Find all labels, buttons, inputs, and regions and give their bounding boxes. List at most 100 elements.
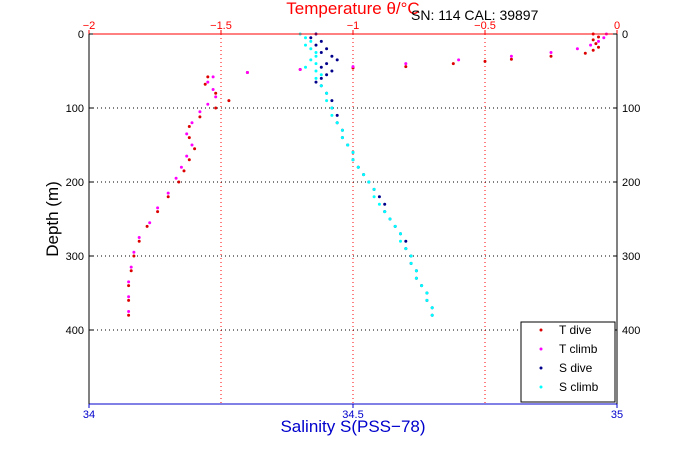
data-point	[591, 48, 595, 52]
data-point	[330, 69, 334, 73]
data-point	[383, 202, 387, 206]
data-point	[325, 62, 329, 66]
data-point	[319, 84, 323, 88]
data-point	[319, 65, 323, 69]
data-point	[509, 54, 513, 58]
depth-axis-ticks: 0 0 100 100 200 200 300 300 400 400	[66, 29, 641, 337]
data-point	[330, 106, 334, 110]
depth-tick-label-right: 0	[622, 29, 628, 41]
depth-tick-label-right: 300	[622, 251, 640, 263]
data-point	[319, 39, 323, 43]
data-point	[457, 58, 461, 62]
data-point	[404, 247, 408, 251]
data-point	[351, 158, 355, 162]
data-point	[597, 39, 600, 43]
depth-tick-label-right: 200	[622, 177, 640, 189]
data-point	[245, 71, 249, 74]
data-point	[127, 280, 131, 284]
data-point	[309, 47, 313, 51]
data-point	[198, 110, 202, 114]
data-point	[304, 43, 307, 47]
data-point	[351, 65, 355, 69]
data-point	[227, 99, 231, 103]
data-series	[127, 32, 608, 317]
data-point	[591, 38, 595, 42]
data-point	[132, 250, 136, 254]
data-point	[309, 36, 313, 40]
data-point	[214, 106, 218, 110]
legend-entry-label: S climb	[559, 380, 599, 394]
data-point	[335, 121, 339, 125]
data-point	[399, 232, 402, 236]
depth-tick-label: 100	[66, 103, 84, 115]
data-point	[214, 95, 218, 99]
vertical-gridlines	[220, 34, 486, 404]
data-point	[198, 115, 202, 119]
data-point	[137, 239, 141, 243]
data-point	[145, 224, 149, 228]
series-t-climb	[127, 32, 608, 313]
data-point	[340, 128, 344, 132]
data-point	[211, 75, 215, 79]
data-point	[314, 76, 318, 80]
data-point	[383, 210, 387, 214]
data-point	[414, 269, 418, 273]
data-point	[356, 165, 360, 169]
data-point	[206, 80, 210, 84]
data-point	[549, 51, 553, 54]
data-point	[182, 169, 186, 173]
data-point	[351, 150, 355, 154]
data-point	[185, 154, 189, 158]
data-point	[190, 121, 194, 125]
data-point	[330, 54, 334, 58]
data-point	[425, 291, 429, 295]
data-point	[132, 254, 136, 258]
data-point	[156, 206, 160, 210]
depth-tick-label: 0	[78, 29, 84, 41]
data-point	[127, 298, 131, 302]
data-point	[211, 88, 215, 91]
salinity-tick-label: 34.5	[342, 409, 363, 421]
data-point	[148, 221, 152, 225]
data-point	[325, 99, 329, 103]
data-point	[362, 173, 366, 177]
legend: T dive T climb S dive S climb	[520, 321, 616, 403]
data-point	[137, 236, 141, 239]
data-point	[206, 102, 210, 106]
y-axis-title: Depth (m)	[43, 181, 62, 257]
data-point	[179, 165, 183, 169]
data-point	[409, 261, 413, 265]
data-point	[304, 65, 307, 69]
data-point	[314, 51, 318, 54]
data-point	[314, 80, 318, 84]
data-point	[325, 73, 329, 77]
data-point	[377, 202, 381, 206]
data-point	[127, 310, 131, 313]
legend-marker	[539, 347, 543, 351]
depth-tick-label: 200	[66, 177, 84, 189]
data-point	[187, 125, 191, 128]
data-point	[404, 65, 408, 69]
data-point	[372, 195, 376, 199]
depth-tick-label-right: 100	[622, 103, 640, 115]
data-point	[166, 195, 170, 199]
temperature-tick-label: −2	[83, 20, 96, 32]
salinity-tick-label: 34	[83, 409, 95, 421]
data-point	[483, 59, 487, 63]
data-point	[314, 69, 318, 73]
data-point	[314, 43, 318, 47]
data-point	[575, 47, 579, 51]
data-point	[325, 91, 329, 95]
legend-marker	[539, 366, 543, 370]
data-point	[602, 36, 606, 40]
data-point	[583, 51, 587, 55]
data-point	[414, 276, 418, 280]
data-point	[309, 39, 313, 43]
legend-box	[520, 321, 616, 403]
data-point	[425, 298, 429, 302]
data-point	[420, 284, 424, 288]
depth-tick-label: 300	[66, 251, 84, 263]
data-point	[335, 113, 339, 117]
data-point	[589, 43, 593, 47]
